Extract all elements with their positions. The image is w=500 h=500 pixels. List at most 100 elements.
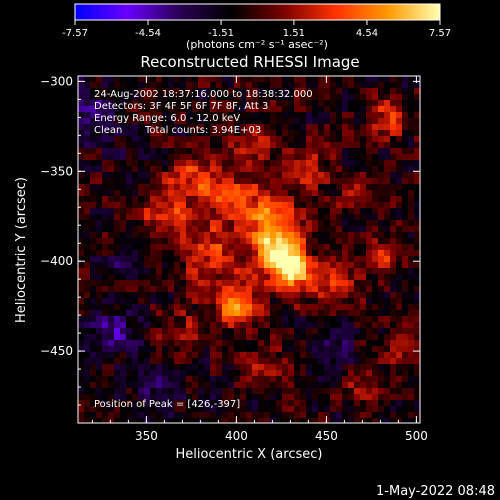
heatmap-cell — [414, 418, 420, 423]
heatmap-cell — [126, 124, 133, 131]
heatmap-cell — [144, 136, 151, 143]
heatmap-cell — [156, 130, 163, 137]
heatmap-cell — [252, 142, 259, 149]
heatmap-cell — [222, 166, 229, 173]
heatmap-cell — [246, 274, 253, 281]
heatmap-cell — [372, 148, 379, 155]
heatmap-cell — [210, 292, 217, 299]
heatmap-cell — [318, 352, 325, 359]
heatmap-cell — [204, 202, 211, 209]
heatmap-cell — [282, 310, 289, 317]
heatmap-cell — [174, 76, 181, 83]
heatmap-cell — [180, 328, 187, 335]
heatmap-cell — [372, 142, 379, 149]
heatmap-cell — [222, 244, 229, 251]
heatmap-cell — [408, 154, 415, 161]
heatmap-cell — [126, 136, 133, 143]
heatmap-cell — [246, 196, 253, 203]
heatmap-cell — [144, 376, 151, 383]
heatmap-cell — [354, 394, 361, 401]
heatmap-cell — [180, 274, 187, 281]
heatmap-cell — [408, 370, 415, 377]
heatmap-cell — [168, 100, 175, 107]
heatmap-cell — [84, 220, 91, 227]
heatmap-cell — [258, 394, 265, 401]
heatmap-cell — [294, 268, 301, 275]
heatmap-cell — [342, 334, 349, 341]
annotation-time: 24-Aug-2002 18:37:16.000 to 18:38:32.000 — [94, 89, 313, 100]
heatmap-cell — [246, 256, 253, 263]
heatmap-cell — [96, 184, 103, 191]
heatmap-cell — [306, 412, 313, 419]
heatmap-cell — [282, 202, 289, 209]
heatmap-cell — [348, 238, 355, 245]
heatmap-cell — [156, 400, 163, 407]
heatmap-cell — [216, 226, 223, 233]
heatmap-cell — [300, 280, 307, 287]
heatmap-cell — [204, 316, 211, 323]
heatmap-cell — [336, 184, 343, 191]
heatmap-cell — [168, 364, 175, 371]
heatmap-cell — [120, 142, 127, 149]
heatmap-cell — [144, 358, 151, 365]
heatmap-cell — [84, 292, 91, 299]
heatmap-cell — [288, 196, 295, 203]
colorbar-tick-label: 4.54 — [356, 28, 378, 39]
heatmap-cell — [108, 142, 115, 149]
heatmap-cell — [174, 112, 181, 119]
heatmap-cell — [282, 406, 289, 413]
heatmap-cell — [252, 82, 259, 89]
heatmap-cell — [78, 268, 85, 275]
heatmap-cell — [216, 136, 223, 143]
heatmap-cell — [408, 214, 415, 221]
heatmap-cell — [210, 166, 217, 173]
heatmap-cell — [414, 370, 420, 377]
heatmap-cell — [276, 244, 283, 251]
heatmap-cell — [300, 370, 307, 377]
heatmap-cell — [162, 328, 169, 335]
heatmap-cell — [306, 358, 313, 365]
heatmap-cell — [150, 262, 157, 269]
heatmap-cell — [138, 400, 145, 407]
heatmap-cell — [126, 82, 133, 89]
heatmap-cell — [402, 328, 409, 335]
heatmap-cell — [102, 406, 109, 413]
heatmap-cell — [402, 154, 409, 161]
heatmap-cell — [276, 94, 283, 101]
heatmap-cell — [132, 406, 139, 413]
heatmap-cell — [330, 334, 337, 341]
heatmap-cell — [414, 364, 420, 371]
heatmap-cell — [114, 226, 121, 233]
heatmap-cell — [222, 250, 229, 257]
heatmap-cell — [360, 304, 367, 311]
heatmap-cell — [282, 232, 289, 239]
heatmap-cell — [366, 136, 373, 143]
heatmap-cell — [114, 202, 121, 209]
heatmap-cell — [306, 256, 313, 263]
heatmap-cell — [78, 76, 85, 83]
heatmap-cell — [222, 256, 229, 263]
heatmap-cell — [174, 142, 181, 149]
heatmap-cell — [288, 208, 295, 215]
heatmap-cell — [150, 256, 157, 263]
heatmap-cell — [252, 358, 259, 365]
heatmap-cell — [402, 124, 409, 131]
heatmap-cell — [108, 154, 115, 161]
heatmap-cell — [306, 310, 313, 317]
heatmap-cell — [234, 322, 241, 329]
heatmap-cell — [348, 148, 355, 155]
heatmap-cell — [96, 418, 103, 423]
heatmap-cell — [96, 334, 103, 341]
heatmap-cell — [414, 220, 420, 227]
heatmap-cell — [174, 298, 181, 305]
heatmap-cell — [396, 172, 403, 179]
heatmap-cell — [324, 142, 331, 149]
heatmap-cell — [150, 364, 157, 371]
heatmap-cell — [108, 148, 115, 155]
heatmap-cell — [312, 280, 319, 287]
heatmap-cell — [150, 202, 157, 209]
heatmap-cell — [372, 124, 379, 131]
heatmap-cell — [90, 274, 97, 281]
heatmap-cell — [90, 184, 97, 191]
heatmap-cell — [132, 346, 139, 353]
